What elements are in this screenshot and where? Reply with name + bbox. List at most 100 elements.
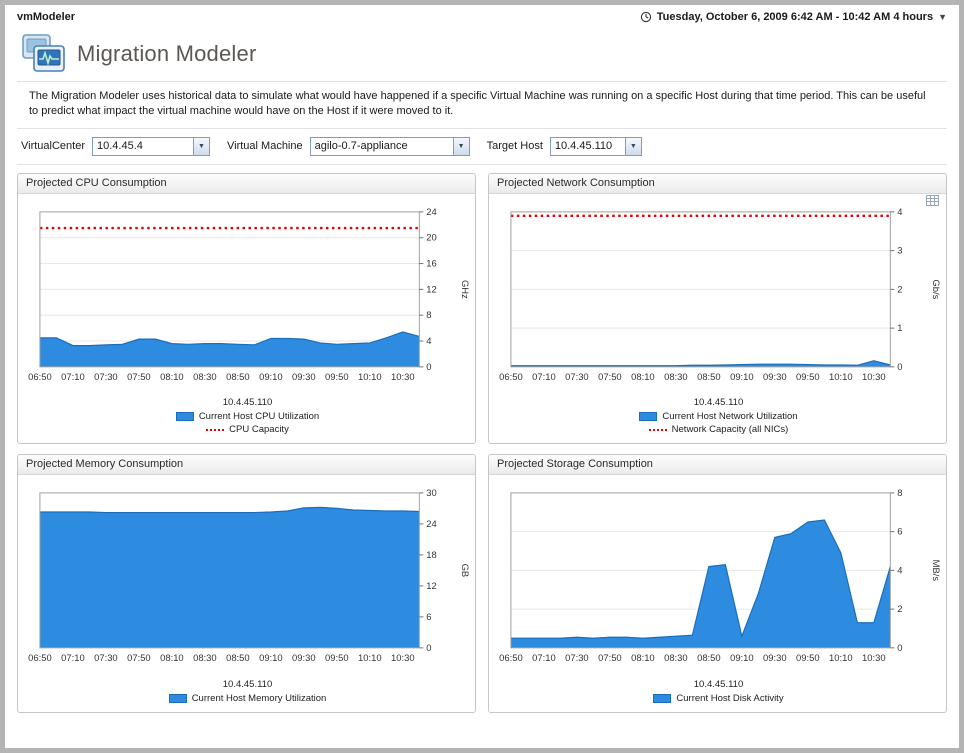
legend-label: Current Host Network Utilization	[662, 411, 798, 423]
x-tick-label: 08:50	[226, 652, 250, 663]
panel-projected-network-consumption: Projected Network Consumption 0 1 2 3 4 Gb/s 0…	[488, 172, 947, 445]
y-tick-label: 20	[426, 231, 436, 242]
divider	[17, 81, 947, 82]
x-tick-label: 10:30	[862, 652, 886, 663]
x-tick-label: 10:30	[391, 371, 415, 382]
virtual-machine-select[interactable]: agilo-0.7-appliance ▼	[309, 136, 470, 156]
x-tick-label: 08:50	[697, 652, 721, 663]
x-tick-label: 09:30	[763, 652, 787, 663]
y-tick-label: 8	[426, 309, 431, 320]
page-description: The Migration Modeler uses historical da…	[29, 90, 926, 118]
target-host-select[interactable]: 10.4.45.110 ▼	[549, 136, 642, 156]
panel-title: Projected Network Consumption	[489, 173, 946, 194]
area-series-edge	[39, 507, 420, 514]
virtualcenter-label: VirtualCenter	[21, 140, 85, 153]
legend-entry: Current Host Memory Utilization	[24, 693, 471, 704]
x-tick-label: 08:30	[193, 371, 217, 382]
y-tick-label: 0	[897, 361, 902, 372]
chart-canvas: 0 6 12 18 24 30 GB 06:50 07:10 07:30 07:50 08:10 08:…	[28, 487, 471, 663]
y-axis-title: MB/s	[931, 560, 942, 582]
x-tick-label: 10:10	[829, 371, 853, 382]
area-series-edge	[39, 331, 420, 346]
panel-title: Projected CPU Consumption	[18, 173, 475, 194]
x-tick-label: 09:30	[763, 371, 787, 382]
y-tick-label: 4	[897, 206, 902, 217]
chevron-down-icon[interactable]: ▼	[452, 137, 469, 155]
x-tick-label: 06:50	[28, 371, 52, 382]
y-tick-label: 30	[426, 487, 436, 498]
target-host-label: Target Host	[486, 140, 543, 153]
x-tick-label: 08:10	[631, 652, 655, 663]
time-range-selector[interactable]: Tuesday, October 6, 2009 6:42 AM - 10:42…	[640, 11, 947, 23]
y-tick-label: 0	[426, 361, 431, 372]
chart-table-icon[interactable]	[926, 194, 939, 206]
virtualcenter-value: 10.4.45.4	[97, 139, 143, 152]
x-tick-label: 08:10	[631, 371, 655, 382]
area-series	[510, 360, 891, 367]
legend-label: Network Capacity (all NICs)	[671, 424, 789, 436]
y-tick-label: 2	[897, 604, 902, 615]
legend-host-label: 10.4.45.110	[222, 397, 273, 409]
legend-entry: Current Host CPU Utilization	[24, 411, 471, 422]
y-tick-label: 6	[897, 526, 902, 537]
chevron-down-icon: ▼	[938, 12, 947, 22]
x-tick-label: 07:50	[127, 371, 151, 382]
x-tick-label: 09:50	[325, 371, 349, 382]
x-tick-label: 07:10	[61, 371, 85, 382]
x-tick-label: 09:30	[292, 652, 316, 663]
x-tick-label: 07:10	[532, 371, 556, 382]
y-tick-label: 1	[897, 322, 902, 333]
top-bar: vmModeler Tuesday, October 6, 2009 6:42 …	[5, 5, 959, 27]
x-tick-label: 09:50	[325, 652, 349, 663]
y-tick-label: 24	[426, 518, 436, 529]
y-tick-label: 12	[426, 580, 436, 591]
x-tick-label: 09:10	[730, 652, 754, 663]
virtual-machine-value: agilo-0.7-appliance	[314, 139, 408, 152]
legend-swatch-area	[639, 412, 658, 422]
x-tick-label: 07:10	[532, 652, 556, 663]
chart-legend: 10.4.45.110 Current Host CPU Utilization C…	[24, 397, 471, 435]
x-tick-label: 09:50	[796, 652, 820, 663]
legend-swatch-capacity	[648, 428, 667, 431]
x-tick-label: 07:30	[94, 652, 118, 663]
virtual-machine-label: Virtual Machine	[227, 140, 303, 153]
legend-label: Current Host Memory Utilization	[191, 693, 327, 705]
x-tick-label: 07:30	[94, 371, 118, 382]
legend-swatch-area	[653, 694, 672, 704]
y-axis-title: GHz	[460, 280, 471, 299]
migration-modeler-icon	[22, 34, 65, 72]
app-title: vmModeler	[17, 11, 76, 23]
chevron-down-icon[interactable]: ▼	[193, 137, 209, 155]
legend-entry: Current Host Network Utilization	[495, 411, 942, 422]
virtualcenter-select[interactable]: 10.4.45.4 ▼	[92, 136, 210, 156]
x-tick-label: 09:10	[730, 371, 754, 382]
vmmodeler-page: vmModeler Tuesday, October 6, 2009 6:42 …	[5, 5, 959, 748]
panel-projected-cpu-consumption: Projected CPU Consumption 0 4 8 12 16 20 24 GHz…	[17, 172, 476, 445]
x-tick-label: 10:30	[391, 652, 415, 663]
y-tick-label: 8	[897, 487, 902, 498]
y-axis-title: Gb/s	[931, 279, 942, 299]
panel-projected-memory-consumption: Projected Memory Consumption 0 6 12 18 24 30 G…	[17, 454, 476, 714]
memory-consumption-chart: 0 6 12 18 24 30 GB 06:50 07:10 07:30 07:50 08:10 08:…	[18, 475, 475, 712]
target-host-value: 10.4.45.110	[554, 139, 613, 152]
x-tick-label: 10:10	[358, 371, 382, 382]
x-tick-label: 08:30	[664, 652, 688, 663]
chevron-down-icon[interactable]: ▼	[624, 137, 641, 155]
x-tick-label: 06:50	[499, 652, 523, 663]
chart-legend: 10.4.45.110 Current Host Memory Utilizati…	[24, 679, 471, 704]
area-series	[39, 507, 420, 649]
y-tick-label: 0	[897, 642, 902, 653]
y-tick-label: 4	[426, 335, 431, 346]
y-tick-label: 4	[897, 565, 902, 576]
clock-icon	[640, 11, 651, 23]
page-header: Migration Modeler	[5, 27, 959, 81]
x-tick-label: 07:30	[565, 652, 589, 663]
y-tick-label: 16	[426, 257, 436, 268]
x-tick-label: 07:50	[598, 371, 622, 382]
chart-canvas: 0 1 2 3 4 Gb/s 06:50 07:10 07:30 07:50 08:10 08:30 0…	[499, 206, 942, 382]
x-tick-label: 10:10	[358, 652, 382, 663]
x-tick-label: 09:10	[259, 652, 283, 663]
y-tick-label: 3	[897, 244, 902, 255]
area-series-edge	[510, 519, 891, 640]
network-consumption-chart: 0 1 2 3 4 Gb/s 06:50 07:10 07:30 07:50 08:10 08:30 0…	[489, 194, 946, 444]
